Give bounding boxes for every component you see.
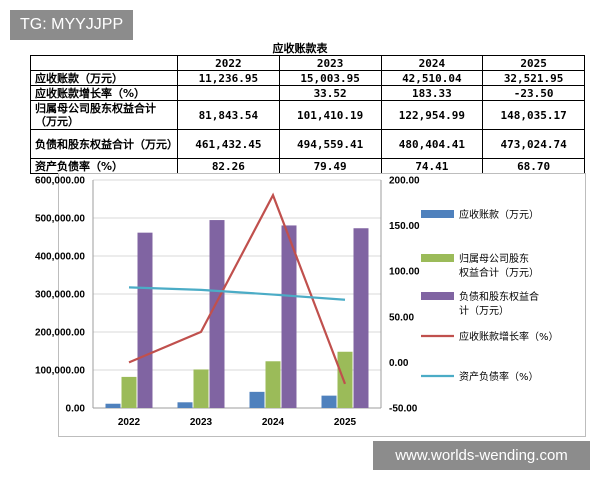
bar [137, 232, 153, 408]
y-tick-label: 300,000.00 [35, 290, 85, 301]
y-tick-label: 500,000.00 [35, 214, 85, 225]
y2-tick-label: -50.00 [389, 404, 418, 415]
row-label: 应收账款（万元） [30, 70, 178, 86]
table-cell: 81,843.54 [177, 100, 280, 130]
bar [281, 225, 297, 408]
bar [321, 395, 337, 408]
x-tick-label: 2022 [118, 417, 141, 428]
row-label: 资产负债率（%） [30, 158, 178, 174]
legend-label: 资产负债率（%） [459, 370, 539, 383]
table-title: 应收账款表 [272, 42, 328, 55]
table-cell: 74.41 [380, 158, 484, 174]
legend-label: 负债和股东权益合 [459, 290, 539, 303]
table-cell: 32,521.95 [482, 70, 585, 86]
x-tick-label: 2024 [262, 417, 285, 428]
watermark: www.worlds-wending.com [373, 441, 590, 470]
y2-tick-label: 100.00 [389, 267, 420, 278]
legend-swatch [421, 292, 454, 300]
y2-tick-label: 150.00 [389, 221, 420, 232]
series-line [128, 286, 346, 301]
bar [337, 351, 353, 408]
table-header-row: 2022 2023 2024 2025 [30, 55, 585, 71]
legend-swatch [421, 254, 454, 262]
bar [265, 361, 281, 408]
table-cell: 148,035.17 [482, 100, 585, 130]
legend-label: 权益合计（万元） [459, 266, 539, 279]
y-tick-label: 200,000.00 [35, 328, 85, 339]
series-line [128, 192, 347, 385]
legend-label: 应收账款（万元） [459, 208, 539, 221]
bar [177, 402, 193, 408]
x-tick-label: 2023 [190, 417, 213, 428]
y2-tick-label: 0.00 [389, 358, 409, 369]
table-cell: 122,954.99 [380, 100, 484, 130]
legend-swatch [421, 210, 454, 218]
bar [105, 403, 121, 408]
bar [249, 391, 265, 408]
table-row: 应收账款（万元） 11,236.95 15,003.95 42,510.04 3… [30, 70, 585, 86]
y-tick-label: 100,000.00 [35, 366, 85, 377]
table-cell: 11,236.95 [177, 70, 280, 86]
table-cell: 101,410.19 [278, 100, 382, 130]
corner-tag: TG: MYYJJPP [10, 10, 133, 40]
legend-label: 计（万元） [459, 304, 509, 317]
table-cell: 494,559.41 [278, 129, 382, 159]
bar [353, 228, 369, 408]
bar [193, 369, 209, 408]
y2-tick-label: 50.00 [389, 312, 414, 323]
table-cell: -23.50 [482, 85, 585, 101]
bar [209, 220, 225, 408]
table-cell: 42,510.04 [380, 70, 484, 86]
y-tick-label: 400,000.00 [35, 252, 85, 263]
legend-label: 应收账款增长率（%） [459, 330, 559, 343]
legend-label: 归属母公司股东 [459, 252, 529, 265]
y2-tick-label: 200.00 [389, 176, 420, 187]
x-tick-label: 2025 [334, 417, 357, 428]
row-label: 负债和股东权益合计（万元） [30, 129, 178, 159]
y-tick-label: 0.00 [66, 404, 86, 415]
table-row: 归属母公司股东权益合计（万元） 81,843.54 101,410.19 122… [30, 100, 585, 130]
bar [121, 376, 137, 408]
y-tick-label: 600,000.00 [35, 176, 85, 187]
table-header-year: 2023 [278, 55, 382, 71]
row-label: 归属母公司股东权益合计（万元） [30, 100, 178, 130]
